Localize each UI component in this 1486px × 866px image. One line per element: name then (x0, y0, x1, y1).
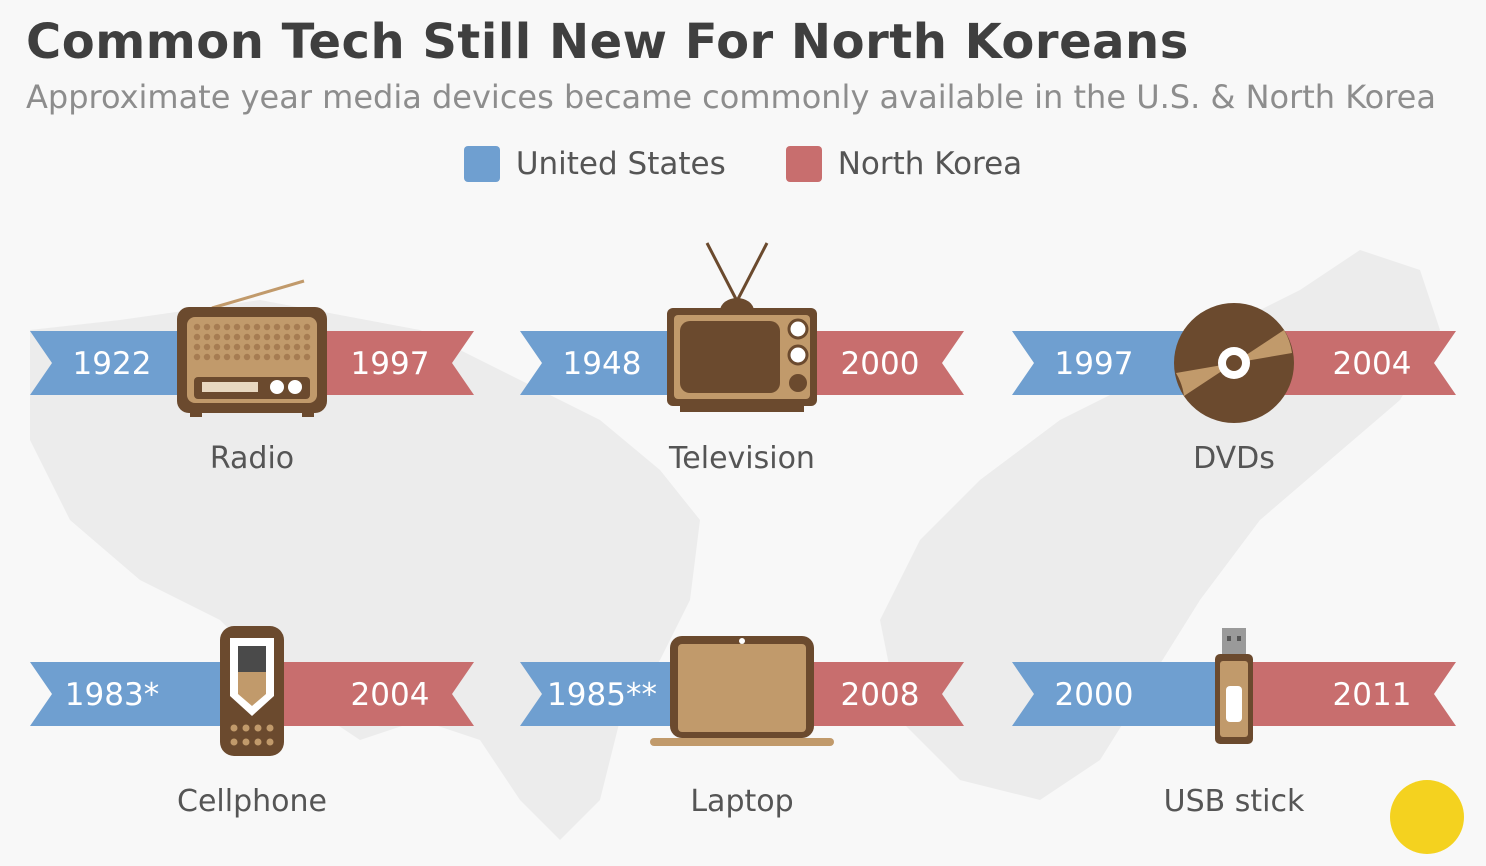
device-label: USB stick (1164, 784, 1305, 819)
nk-year-label: 1997 (351, 346, 430, 382)
legend-label-us: United States (515, 146, 726, 182)
us-year-label: 1997 (1055, 346, 1134, 382)
device-label: Television (668, 441, 815, 476)
nk-year-label: 2004 (1333, 346, 1412, 382)
row-radio: 1922 1997 Radio (30, 279, 474, 476)
device-label: Radio (210, 441, 294, 476)
row-usb-stick: 2000 2011 USB stick (1012, 628, 1456, 819)
device-label: DVDs (1193, 441, 1275, 476)
chart-subtitle: Approximate year media devices became co… (26, 78, 1436, 116)
legend-item-nk: North Korea (785, 146, 1023, 182)
row-cellphone: 1983* 2004 Cellphone (30, 626, 474, 819)
legend-label-nk: North Korea (837, 146, 1023, 182)
row-laptop: 1985** 2008 Laptop (520, 636, 964, 819)
us-banner (30, 662, 252, 726)
legend-item-us: United States (463, 146, 726, 182)
radio-icon (177, 279, 327, 417)
usb-stick-icon (1215, 628, 1253, 744)
nk-banner (252, 662, 474, 726)
legend: United States North Korea (0, 146, 1486, 182)
us-year-label: 1985** (547, 677, 657, 713)
laptop-icon (650, 636, 834, 746)
television-icon (667, 242, 817, 412)
chart-title: Common Tech Still New For North Koreans (26, 14, 1189, 70)
us-year-label: 2000 (1055, 677, 1134, 713)
nk-year-label: 2004 (351, 677, 430, 713)
nk-year-label: 2008 (841, 677, 920, 713)
dvd-icon (1174, 303, 1294, 423)
nk-banner (1234, 662, 1456, 726)
us-map-silhouette (30, 300, 700, 840)
us-banner (1012, 662, 1234, 726)
publisher-logo (1390, 780, 1464, 854)
device-label: Cellphone (177, 784, 327, 819)
us-year-label: 1922 (73, 346, 152, 382)
cellphone-icon (220, 626, 284, 756)
nk-year-label: 2000 (841, 346, 920, 382)
legend-swatch-nk (785, 146, 822, 182)
nk-year-label: 2011 (1333, 677, 1412, 713)
legend-swatch-us (463, 146, 500, 182)
us-year-label: 1948 (563, 346, 642, 382)
row-dvds: 1997 2004 DVDs (1012, 303, 1456, 476)
device-label: Laptop (690, 784, 793, 819)
row-television: 1948 2000 Television (520, 242, 964, 476)
us-year-label: 1983* (65, 677, 159, 713)
